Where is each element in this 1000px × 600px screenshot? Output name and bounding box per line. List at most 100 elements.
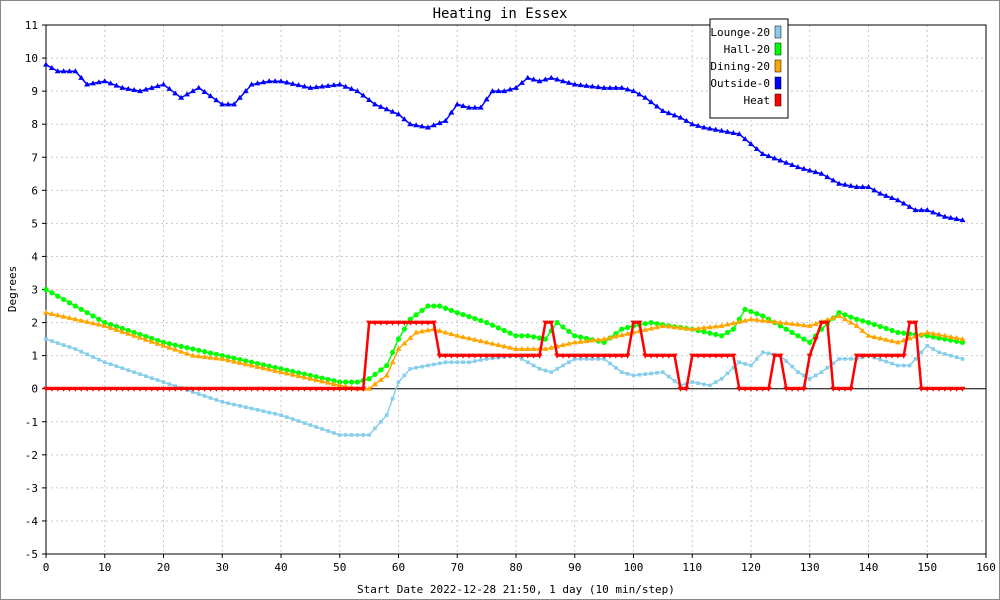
- data-point: [478, 317, 484, 324]
- data-point: [60, 386, 67, 392]
- data-point: [659, 353, 666, 359]
- data-point: [125, 327, 131, 334]
- data-point: [242, 386, 249, 392]
- data-point: [583, 353, 590, 359]
- data-point: [342, 83, 349, 89]
- data-point: [883, 353, 890, 359]
- data-point: [896, 363, 900, 368]
- data-point: [842, 316, 848, 322]
- data-point: [484, 319, 490, 326]
- data-point: [889, 195, 895, 201]
- data-point: [325, 379, 331, 385]
- data-point: [595, 336, 602, 342]
- data-point: [431, 362, 436, 367]
- data-point: [78, 74, 85, 80]
- data-point: [824, 174, 831, 180]
- data-point: [612, 353, 619, 359]
- data-point: [554, 353, 561, 359]
- data-point: [953, 334, 960, 340]
- data-point: [390, 396, 395, 401]
- data-point: [126, 368, 131, 372]
- x-tick-label: 60: [392, 561, 405, 574]
- data-point: [390, 349, 396, 355]
- data-point: [401, 326, 407, 332]
- data-point: [906, 335, 913, 341]
- data-point: [777, 323, 783, 329]
- data-point: [255, 408, 260, 412]
- data-point: [296, 370, 302, 376]
- data-point: [471, 104, 478, 110]
- data-point: [442, 117, 449, 123]
- data-point: [313, 374, 319, 380]
- data-point: [918, 207, 925, 213]
- data-point: [160, 386, 167, 392]
- data-point: [784, 359, 789, 363]
- data-point: [48, 386, 55, 392]
- data-point: [718, 127, 725, 133]
- data-point: [748, 141, 754, 147]
- data-point: [589, 337, 596, 343]
- data-point: [231, 101, 237, 107]
- data-point: [789, 161, 796, 167]
- data-point: [266, 386, 273, 392]
- data-point: [101, 78, 108, 84]
- data-point: [467, 360, 471, 365]
- legend-swatch: [774, 93, 782, 107]
- data-point: [471, 353, 478, 359]
- data-point: [671, 112, 678, 118]
- data-point: [413, 312, 419, 318]
- data-point: [513, 353, 519, 359]
- data-point: [771, 155, 778, 161]
- data-point: [619, 326, 625, 332]
- data-point: [783, 159, 790, 165]
- data-point: [548, 74, 555, 80]
- data-point: [572, 357, 577, 361]
- data-point: [449, 360, 454, 365]
- data-point: [654, 321, 660, 327]
- data-point: [148, 338, 155, 344]
- data-point: [60, 68, 67, 74]
- data-point: [336, 386, 343, 392]
- x-tick-label: 130: [800, 561, 820, 574]
- data-point: [806, 167, 813, 173]
- data-point: [61, 296, 67, 303]
- data-point: [555, 367, 559, 371]
- x-tick-label: 70: [451, 561, 464, 574]
- data-point: [448, 307, 454, 314]
- data-point: [578, 357, 583, 361]
- data-point: [701, 329, 707, 335]
- data-point: [466, 335, 472, 341]
- data-point: [389, 320, 396, 326]
- data-point: [654, 103, 660, 109]
- data-point: [947, 333, 954, 339]
- data-point: [114, 364, 119, 369]
- data-point: [871, 321, 877, 328]
- data-point: [637, 373, 642, 377]
- data-point: [72, 316, 79, 322]
- data-point: [771, 353, 778, 359]
- y-tick-label: 3: [31, 284, 38, 297]
- data-point: [172, 90, 179, 96]
- data-point: [919, 350, 924, 355]
- data-point: [525, 360, 530, 365]
- data-point: [248, 386, 255, 392]
- data-point: [624, 330, 631, 336]
- data-point: [748, 316, 754, 322]
- data-point: [191, 390, 195, 394]
- data-point: [202, 349, 208, 355]
- data-point: [520, 357, 524, 361]
- data-point: [307, 372, 313, 379]
- data-point: [812, 320, 819, 326]
- data-point: [372, 101, 378, 107]
- data-point: [125, 330, 132, 336]
- data-point: [602, 357, 606, 361]
- data-point: [254, 80, 261, 86]
- data-point: [466, 104, 472, 110]
- data-point: [448, 353, 455, 359]
- data-point: [830, 314, 837, 320]
- y-tick-label: 8: [31, 118, 38, 131]
- data-point: [783, 326, 789, 332]
- data-point: [289, 386, 296, 392]
- data-point: [407, 334, 414, 340]
- data-point: [137, 331, 143, 338]
